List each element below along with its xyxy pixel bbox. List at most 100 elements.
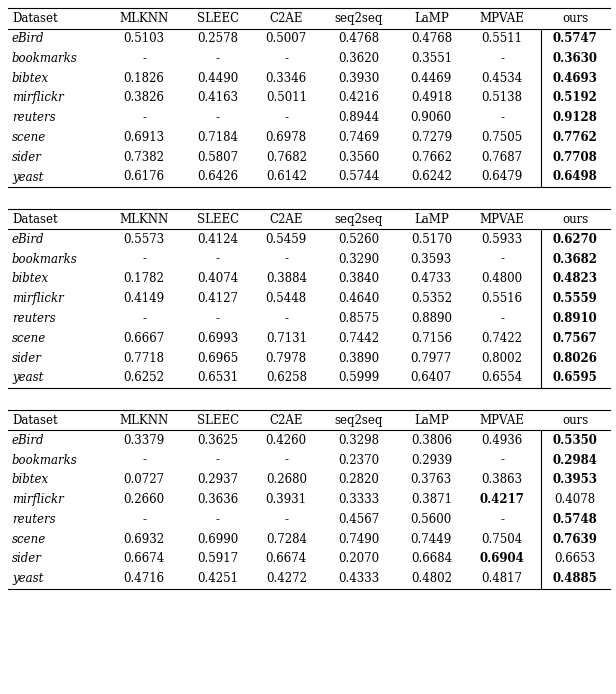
Text: 0.7762: 0.7762 (553, 131, 598, 144)
Text: -: - (216, 51, 220, 65)
Text: -: - (500, 453, 505, 466)
Text: 0.3871: 0.3871 (411, 493, 452, 506)
Text: 0.6653: 0.6653 (554, 552, 596, 566)
Text: 0.6142: 0.6142 (266, 171, 307, 183)
Text: 0.4469: 0.4469 (411, 71, 452, 85)
Text: MPVAE: MPVAE (480, 12, 525, 25)
Text: 0.6965: 0.6965 (197, 352, 238, 364)
Text: -: - (285, 111, 288, 124)
Text: 0.7718: 0.7718 (124, 352, 164, 364)
Text: 0.7156: 0.7156 (411, 332, 452, 345)
Text: 0.2370: 0.2370 (338, 453, 379, 466)
Text: 0.4768: 0.4768 (411, 32, 452, 45)
Text: 0.8944: 0.8944 (338, 111, 379, 124)
Text: -: - (500, 111, 505, 124)
Text: 0.4823: 0.4823 (553, 273, 598, 285)
Text: 0.6667: 0.6667 (124, 332, 164, 345)
Text: 0.2680: 0.2680 (266, 473, 307, 486)
Text: -: - (216, 513, 220, 526)
Text: 0.5007: 0.5007 (265, 32, 307, 45)
Text: 0.6674: 0.6674 (124, 552, 164, 566)
Text: 0.5103: 0.5103 (124, 32, 164, 45)
Text: 0.4217: 0.4217 (480, 493, 525, 506)
Text: 0.2070: 0.2070 (338, 552, 379, 566)
Text: 0.4216: 0.4216 (338, 92, 379, 104)
Text: MLKNN: MLKNN (120, 414, 169, 427)
Text: bookmarks: bookmarks (12, 51, 78, 65)
Text: 0.5170: 0.5170 (411, 232, 452, 246)
Text: 0.4716: 0.4716 (124, 573, 164, 585)
Text: 0.4534: 0.4534 (482, 71, 523, 85)
Text: -: - (216, 253, 220, 266)
Text: MLKNN: MLKNN (120, 12, 169, 25)
Text: 0.4149: 0.4149 (124, 292, 164, 305)
Text: ours: ours (562, 414, 588, 427)
Text: 0.4078: 0.4078 (554, 493, 596, 506)
Text: 0.3863: 0.3863 (482, 473, 523, 486)
Text: 0.4260: 0.4260 (265, 434, 307, 447)
Text: 0.3890: 0.3890 (338, 352, 379, 364)
Text: 0.4490: 0.4490 (197, 71, 238, 85)
Text: 0.6993: 0.6993 (197, 332, 238, 345)
Text: 0.5511: 0.5511 (482, 32, 523, 45)
Text: LaMP: LaMP (414, 414, 448, 427)
Text: 0.3625: 0.3625 (197, 434, 238, 447)
Text: sider: sider (12, 552, 42, 566)
Text: 0.1826: 0.1826 (124, 71, 164, 85)
Text: 0.4936: 0.4936 (482, 434, 523, 447)
Text: 0.7662: 0.7662 (411, 151, 452, 164)
Text: SLEEC: SLEEC (197, 12, 239, 25)
Text: SLEEC: SLEEC (197, 414, 239, 427)
Text: 0.1782: 0.1782 (124, 273, 164, 285)
Text: 0.7682: 0.7682 (266, 151, 307, 164)
Text: yeast: yeast (12, 171, 43, 183)
Text: 0.3560: 0.3560 (338, 151, 379, 164)
Text: 0.3840: 0.3840 (338, 273, 379, 285)
Text: 0.7449: 0.7449 (411, 533, 452, 545)
Text: 0.5747: 0.5747 (553, 32, 598, 45)
Text: 0.5011: 0.5011 (266, 92, 307, 104)
Text: 0.3931: 0.3931 (265, 493, 307, 506)
Text: -: - (216, 453, 220, 466)
Text: scene: scene (12, 533, 46, 545)
Text: -: - (285, 312, 288, 325)
Text: 0.3551: 0.3551 (411, 51, 452, 65)
Text: 0.4885: 0.4885 (553, 573, 598, 585)
Text: 0.4163: 0.4163 (197, 92, 238, 104)
Text: -: - (285, 513, 288, 526)
Text: 0.5933: 0.5933 (482, 232, 523, 246)
Text: -: - (216, 312, 220, 325)
Text: eBird: eBird (12, 434, 44, 447)
Text: SLEEC: SLEEC (197, 212, 239, 226)
Text: 0.4074: 0.4074 (197, 273, 238, 285)
Text: MLKNN: MLKNN (120, 212, 169, 226)
Text: 0.6990: 0.6990 (197, 533, 238, 545)
Text: 0.7978: 0.7978 (265, 352, 307, 364)
Text: 0.3806: 0.3806 (411, 434, 452, 447)
Text: 0.4733: 0.4733 (411, 273, 452, 285)
Text: 0.4272: 0.4272 (266, 573, 307, 585)
Text: 0.3298: 0.3298 (338, 434, 379, 447)
Text: 0.5516: 0.5516 (482, 292, 523, 305)
Text: 0.3826: 0.3826 (124, 92, 164, 104)
Text: 0.4251: 0.4251 (197, 573, 238, 585)
Text: mirflickr: mirflickr (12, 493, 63, 506)
Text: 0.3636: 0.3636 (197, 493, 238, 506)
Text: 0.7279: 0.7279 (411, 131, 452, 144)
Text: 0.3930: 0.3930 (338, 71, 379, 85)
Text: 0.3884: 0.3884 (266, 273, 307, 285)
Text: 0.6684: 0.6684 (411, 552, 452, 566)
Text: -: - (285, 453, 288, 466)
Text: sider: sider (12, 151, 42, 164)
Text: 0.3333: 0.3333 (338, 493, 379, 506)
Text: 0.4693: 0.4693 (553, 71, 598, 85)
Text: 0.8575: 0.8575 (338, 312, 379, 325)
Text: 0.2660: 0.2660 (124, 493, 164, 506)
Text: 0.3379: 0.3379 (124, 434, 164, 447)
Text: 0.3953: 0.3953 (553, 473, 598, 486)
Text: 0.6479: 0.6479 (482, 171, 523, 183)
Text: sider: sider (12, 352, 42, 364)
Text: 0.8026: 0.8026 (553, 352, 598, 364)
Text: MPVAE: MPVAE (480, 212, 525, 226)
Text: -: - (500, 253, 505, 266)
